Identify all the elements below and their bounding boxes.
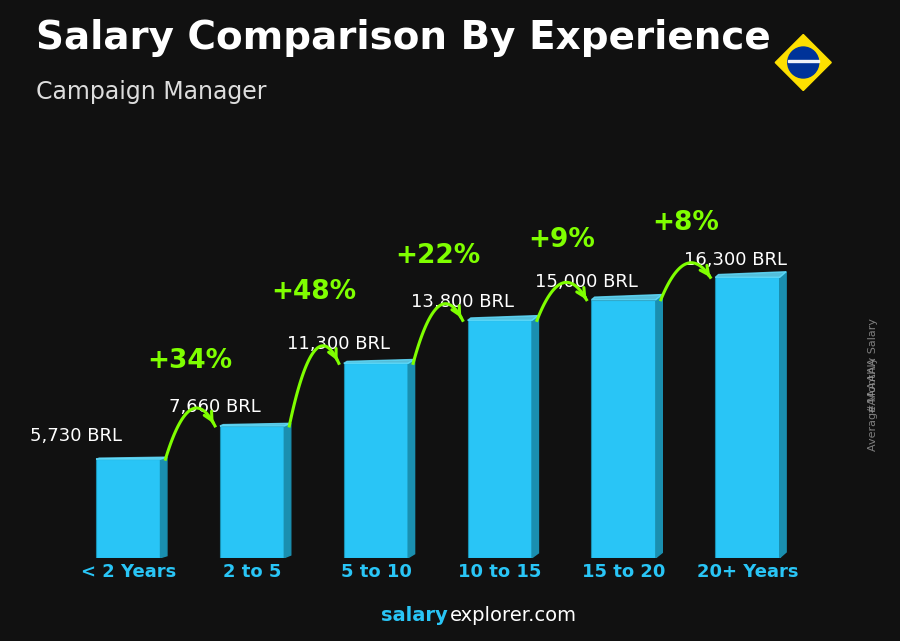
- Polygon shape: [591, 295, 662, 300]
- Text: +8%: +8%: [652, 210, 719, 236]
- Polygon shape: [532, 315, 538, 558]
- Polygon shape: [656, 295, 662, 558]
- Polygon shape: [96, 457, 166, 459]
- Text: Average Monthly Salary: Average Monthly Salary: [868, 318, 878, 451]
- Bar: [591, 300, 656, 558]
- Text: +48%: +48%: [272, 279, 356, 305]
- Text: 16,300 BRL: 16,300 BRL: [684, 251, 787, 269]
- Bar: [220, 426, 284, 558]
- Circle shape: [788, 47, 819, 78]
- Text: 15,000 BRL: 15,000 BRL: [536, 273, 638, 291]
- Polygon shape: [716, 272, 786, 278]
- Polygon shape: [284, 423, 291, 558]
- Text: explorer.com: explorer.com: [450, 606, 577, 625]
- Bar: [344, 363, 409, 558]
- Text: salary: salary: [381, 606, 447, 625]
- Polygon shape: [788, 60, 819, 62]
- Text: #AAAAAA: #AAAAAA: [868, 356, 878, 413]
- Text: Salary Comparison By Experience: Salary Comparison By Experience: [36, 19, 770, 57]
- Bar: [96, 459, 160, 558]
- Polygon shape: [220, 423, 291, 426]
- Text: +9%: +9%: [528, 228, 595, 253]
- Polygon shape: [160, 457, 166, 558]
- Text: 7,660 BRL: 7,660 BRL: [169, 397, 261, 415]
- Polygon shape: [344, 360, 415, 363]
- Polygon shape: [779, 272, 786, 558]
- Bar: [716, 278, 779, 558]
- Polygon shape: [409, 360, 415, 558]
- Text: 5,730 BRL: 5,730 BRL: [31, 426, 122, 444]
- Text: +34%: +34%: [148, 348, 233, 374]
- Text: +22%: +22%: [395, 243, 481, 269]
- Text: Campaign Manager: Campaign Manager: [36, 80, 266, 104]
- Text: 11,300 BRL: 11,300 BRL: [287, 335, 391, 353]
- Bar: [468, 320, 532, 558]
- Polygon shape: [775, 35, 832, 90]
- Text: 13,800 BRL: 13,800 BRL: [411, 293, 514, 311]
- Polygon shape: [468, 315, 538, 320]
